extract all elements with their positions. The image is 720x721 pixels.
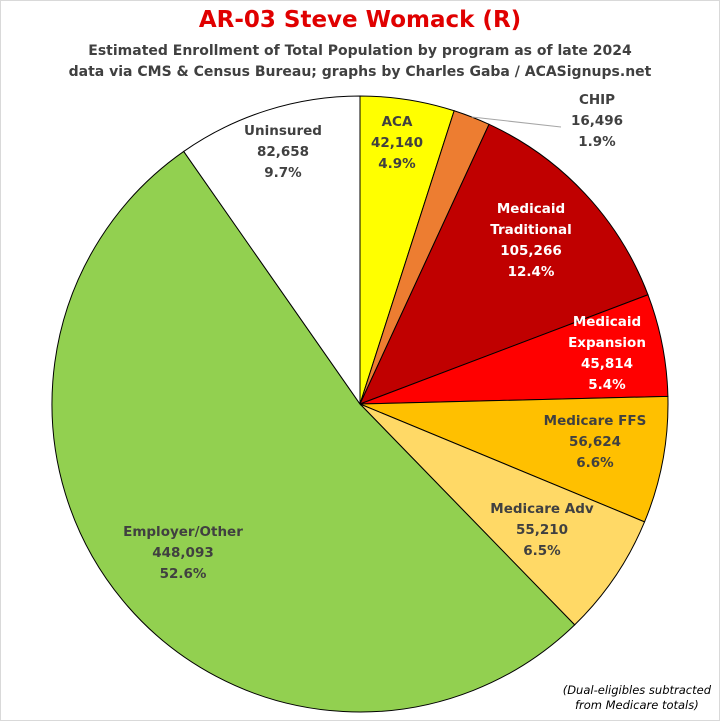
footnote: (Dual-eligibles subtracted from Medicare… bbox=[563, 683, 711, 713]
slice-label-medicare-adv: Medicare Adv 55,210 6.5% bbox=[490, 501, 594, 559]
pie-slice-medicare-adv bbox=[359, 403, 646, 626]
slice-label-chip: CHIP 16,496 1.9% bbox=[571, 92, 623, 150]
chart-title: AR-03 Steve Womack (R) bbox=[198, 7, 522, 33]
slice-label-medicaid-expansion: Medicaid Expansion 45,814 5.4% bbox=[568, 314, 646, 393]
pie-slice-medicaid-traditional bbox=[359, 123, 649, 405]
slice-label-medicaid-traditional: Medicaid Traditional 105,266 12.4% bbox=[490, 201, 572, 280]
footnote-line1: (Dual-eligibles subtracted bbox=[562, 683, 711, 697]
pie-slice-uninsured bbox=[183, 95, 361, 406]
slice-label-employer-other: Employer/Other 448,093 52.6% bbox=[123, 524, 243, 582]
slice-label-medicare-ffs: Medicare FFS 56,624 6.6% bbox=[544, 413, 647, 471]
chart-subtitle-line2: data via CMS & Census Bureau; graphs by … bbox=[68, 64, 652, 80]
slice-label-aca: ACA 42,140 4.9% bbox=[371, 114, 423, 172]
pie-slice-medicare-ffs bbox=[359, 395, 669, 523]
slice-label-uninsured: Uninsured 82,658 9.7% bbox=[244, 123, 322, 181]
chart-subtitle-line1: Estimated Enrollment of Total Population… bbox=[88, 43, 632, 59]
pie-slice-employer-other bbox=[51, 150, 576, 713]
footnote-line2: from Medicare totals) bbox=[574, 698, 699, 712]
chip-leader-line bbox=[471, 116, 562, 128]
